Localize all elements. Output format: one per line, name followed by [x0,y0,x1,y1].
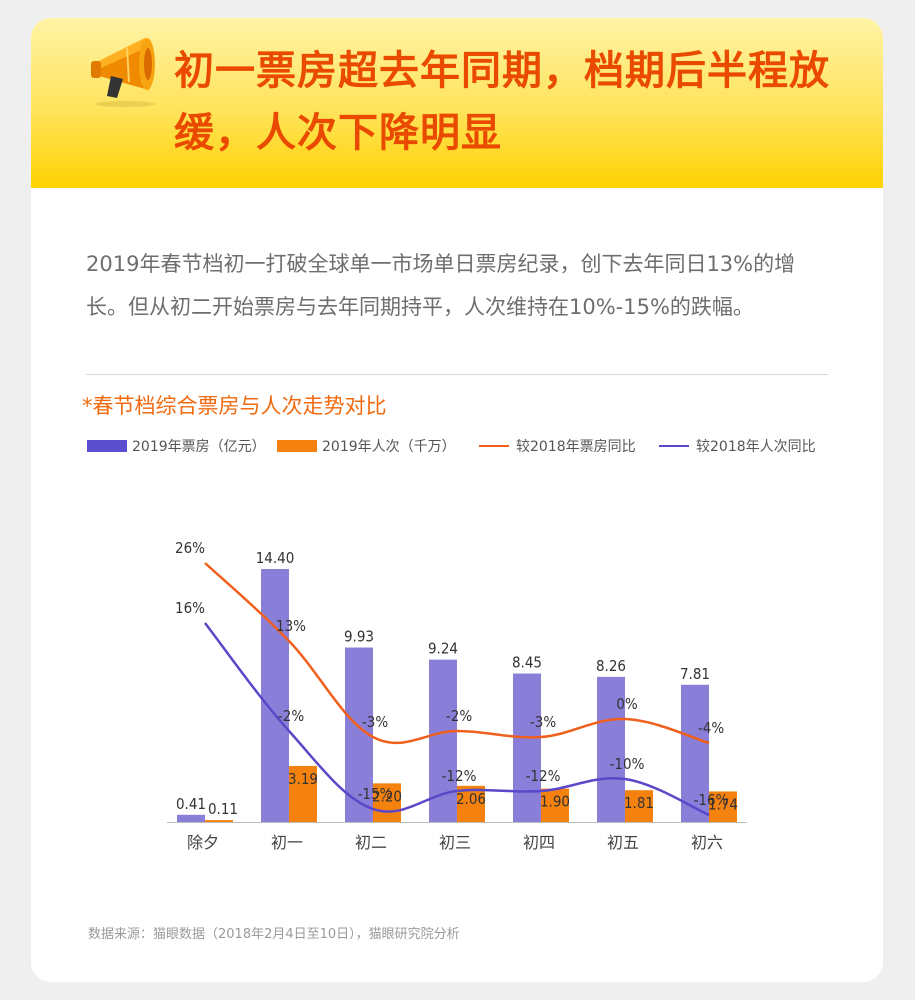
line-audience-yoy [204,622,710,817]
data-label-box-office: 7.81 [680,665,710,683]
data-label-audience-yoy: -12% [526,767,561,785]
data-label-audience-yoy: -15% [358,785,393,803]
bar-audience [373,783,401,822]
data-label-audience: 0.11 [208,800,238,818]
data-label-box-office: 8.45 [512,654,542,672]
x-tick-label: 初三 [439,833,471,852]
data-label-audience-yoy: -16% [694,791,729,809]
x-tick-label: 初四 [523,833,555,852]
data-label-box-office-yoy: -3% [530,713,556,731]
x-tick-label: 初二 [355,833,387,852]
legend-label: 2019年票房（亿元） [132,439,266,455]
bar-audience [289,765,317,822]
bar-audience [205,820,233,822]
legend-label: 2019年人次（千万） [322,439,456,455]
data-label-box-office: 14.40 [256,549,295,567]
intro-paragraph: 2019年春节档初一打破全球单一市场单日票房纪录，创下去年同日13%的增长。但从… [86,252,796,319]
chart-legend: 2019年票房（亿元） 2019年人次（千万） 较2018年票房同比 较2018… [87,435,867,457]
legend-item-box-office-yoy: 较2018年票房同比 [479,435,636,457]
divider [86,374,828,375]
legend-line-audience-yoy [659,445,689,447]
data-label-box-office-yoy: -4% [698,719,724,737]
legend-label: 较2018年人次同比 [696,439,816,455]
data-label-audience-yoy: -2% [278,707,304,725]
bar-audience [625,790,653,822]
bar-box-office [513,673,541,822]
data-label-audience: 1.74 [708,795,738,813]
data-label-audience: 2.06 [456,790,486,808]
data-label-audience-yoy: -12% [442,767,477,785]
data-label-box-office-yoy: -3% [362,713,388,731]
source-note: 数据来源：猫眼数据（2018年2月4日至10日），猫眼研究院分析 [88,927,460,942]
bar-box-office [681,684,709,822]
x-tick-label: 初六 [691,833,723,852]
bar-box-office [597,676,625,822]
data-label-audience-yoy: 16% [175,599,205,617]
legend-label: 较2018年票房同比 [516,439,636,455]
data-label-box-office: 8.26 [596,657,626,675]
legend-line-box-office-yoy [479,445,509,447]
data-label-box-office: 9.93 [344,628,374,646]
data-label-audience: 2.20 [372,787,402,805]
x-tick-label: 初五 [607,833,639,852]
data-label-audience: 1.90 [540,793,570,811]
headline: 初一票房超去年同期，档期后半程放缓，人次下降明显 [174,48,830,156]
bar-audience [541,788,569,822]
data-label-box-office-yoy: 13% [276,617,306,635]
legend-item-audience: 2019年人次（千万） [277,435,456,457]
chart-title: *春节档综合票房与人次走势对比 [82,394,387,418]
bar-box-office [177,814,205,822]
data-label-audience-yoy: -10% [610,755,645,773]
data-label-box-office-yoy: 26% [175,539,205,557]
legend-item-audience-yoy: 较2018年人次同比 [659,435,816,457]
data-label-box-office: 0.41 [176,795,206,813]
line-box-office-yoy [204,562,710,745]
infographic-card: 初一票房超去年同期，档期后半程放缓，人次下降明显 2019年春节档初一打破全球单… [31,18,883,982]
bar-audience [457,785,485,822]
data-label-box-office-yoy: -2% [446,707,472,725]
combo-chart: 除夕 初一 初二 初三 初四 初五 初六 0.41 0.11 14.40 3.19 9.93 2.20 9… [167,539,747,852]
legend-swatch-box-office [87,440,127,452]
data-label-audience: 3.19 [288,770,318,788]
legend-swatch-audience [277,440,317,452]
x-tick-label: 除夕 [187,833,219,852]
data-label-box-office-yoy: 0% [616,695,638,713]
megaphone-icon [91,38,155,107]
legend-item-box-office: 2019年票房（亿元） [87,435,266,457]
x-tick-label: 初一 [271,833,303,852]
header-banner: 初一票房超去年同期，档期后半程放缓，人次下降明显 [31,18,883,188]
data-label-box-office: 9.24 [428,640,458,658]
bar-box-office [261,569,289,822]
data-label-audience: 1.81 [624,794,654,812]
bar-audience [709,791,737,822]
